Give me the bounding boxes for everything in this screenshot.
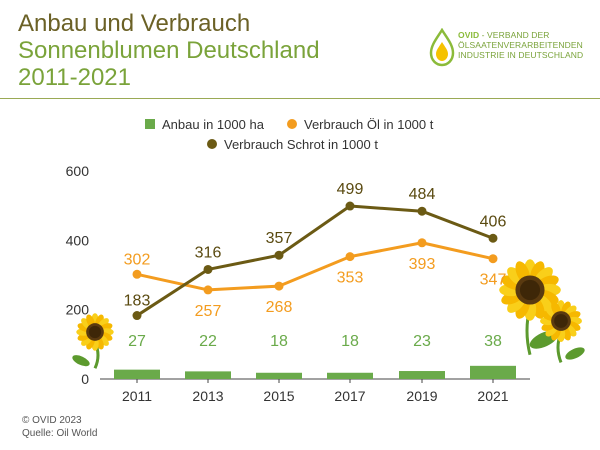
source: Quelle: Oil World — [22, 428, 98, 439]
bar — [256, 372, 302, 379]
meal-data-label: 484 — [409, 186, 436, 203]
legend-marker — [207, 139, 217, 149]
sunflower-center-inner — [554, 314, 568, 328]
bar — [327, 372, 373, 379]
y-tick-label: 200 — [66, 302, 90, 318]
legend-label: Verbrauch Schrot in 1000 t — [224, 137, 378, 152]
meal-point — [417, 206, 427, 216]
x-tick-label: 2021 — [477, 388, 508, 404]
chart-axes: 0 200 400 600 2011 2013 2015 2017 2019 2021 — [66, 163, 530, 404]
oil-point — [132, 269, 142, 279]
x-tick-label: 2017 — [334, 388, 365, 404]
x-tick-label: 2011 — [122, 388, 152, 404]
title-line-3: 2011-2021 — [18, 64, 131, 91]
meal-point — [132, 311, 142, 321]
chart-title: Anbau und Verbrauch Sonnenblumen Deutsch… — [18, 10, 320, 91]
bar-data-label: 22 — [199, 333, 217, 350]
oil-drop-icon — [429, 27, 455, 67]
oil-point — [417, 238, 427, 248]
bar-data-label: 38 — [484, 333, 502, 350]
bar — [114, 369, 160, 379]
sunflower-center-inner — [88, 325, 102, 339]
legend-marker — [287, 119, 297, 129]
chart-legend: Anbau in 1000 ha Verbrauch Öl in 1000 t Ve… — [145, 117, 434, 152]
header-divider — [0, 98, 600, 99]
meal-data-label: 499 — [337, 181, 364, 198]
oil-data-label: 353 — [337, 270, 364, 287]
meal-point — [274, 250, 284, 260]
sunflower-decorations — [72, 259, 585, 369]
meal-data-label: 316 — [195, 244, 222, 261]
x-tick-label: 2015 — [263, 388, 294, 404]
bar — [470, 365, 516, 379]
oil-point — [488, 254, 498, 264]
meal-data-label: 357 — [266, 230, 293, 247]
meal-point — [488, 233, 498, 243]
oil-data-label: 257 — [195, 303, 222, 320]
meal-data-label: 406 — [480, 213, 507, 230]
title-line-2: Sonnenblumen Deutschland — [18, 37, 320, 64]
logo-line-1: - VERBAND DER — [479, 30, 550, 40]
oil-point — [203, 285, 213, 295]
meal-point — [345, 201, 355, 211]
logo-text: OVID - VERBAND DER ÖLSAATENVERARBEITENDE… — [458, 30, 583, 60]
oil-point — [345, 252, 355, 262]
y-tick-label: 400 — [66, 232, 90, 248]
sunflower-icon — [540, 300, 585, 363]
sunflower-leaf — [72, 355, 90, 367]
logo-line-3: INDUSTRIE IN DEUTSCHLAND — [458, 50, 584, 60]
data-labels: 27 22 18 18 23 38 302 257 268 353 393 347 183 316 357 4… — [124, 181, 507, 350]
legend-label: Anbau in 1000 ha — [162, 117, 265, 132]
sunflower-icon — [72, 313, 114, 369]
oil-series-line — [136, 241, 494, 292]
oil-data-label: 347 — [480, 272, 507, 289]
sunflower-icon — [499, 259, 561, 356]
oil-point — [274, 281, 284, 291]
oil-data-label: 393 — [409, 256, 436, 273]
logo-line-2: ÖLSAATENVERARBEITENDEN — [458, 40, 583, 50]
meal-series-line — [136, 204, 494, 317]
sunflower-leaf — [565, 347, 585, 360]
bar — [185, 371, 231, 379]
x-tick-label: 2013 — [192, 388, 223, 404]
y-tick-label: 600 — [66, 163, 90, 179]
sunflower-center-inner — [519, 279, 541, 301]
line-series — [132, 201, 498, 321]
bar-data-label: 27 — [128, 333, 146, 350]
bar-data-label: 18 — [341, 333, 359, 350]
meal-data-label: 183 — [124, 293, 151, 310]
legend-marker — [145, 119, 155, 129]
footer: © OVID 2023 Quelle: Oil World — [22, 414, 97, 440]
oil-data-label: 302 — [124, 251, 151, 268]
x-tick-label: 2019 — [406, 388, 437, 404]
bar-data-label: 18 — [270, 333, 288, 350]
bar-series — [114, 365, 516, 379]
copyright: © OVID 2023 — [22, 415, 82, 426]
title-line-1: Anbau und Verbrauch — [18, 10, 251, 37]
meal-point — [203, 264, 213, 274]
ovid-logo: OVID - VERBAND DER ÖLSAATENVERARBEITENDE… — [428, 27, 598, 68]
bar-data-label: 23 — [413, 333, 431, 350]
legend-label: Verbrauch Öl in 1000 t — [304, 117, 434, 132]
bar — [399, 371, 445, 379]
oil-data-label: 268 — [266, 299, 293, 316]
y-tick-label: 0 — [81, 371, 89, 387]
logo-name: OVID — [458, 30, 480, 40]
